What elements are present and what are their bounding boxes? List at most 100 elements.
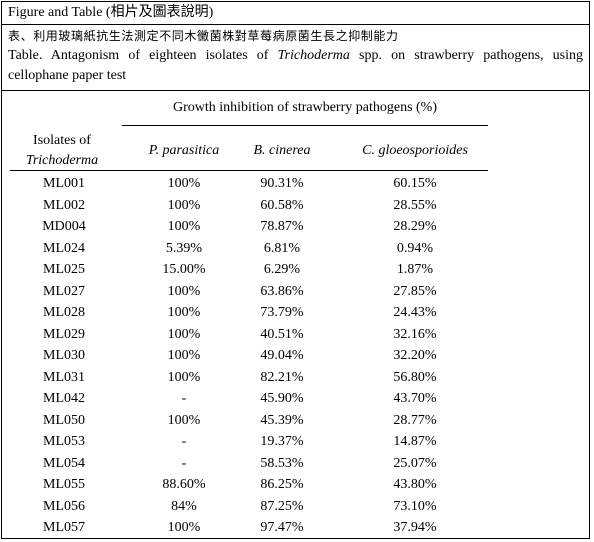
b-cinerea-cell: 6.81% [263,240,301,256]
c-gloeosporioides-cell: 28.77% [393,412,437,428]
column-header-b-cinerea: B. cinerea [253,143,311,158]
table-row: ML027 100% 63.86% 27.85% [2,281,589,303]
isolate-cell: ML001 [43,176,85,191]
c-gloeosporioides-cell: 60.15% [393,176,437,191]
group-header-rule [122,125,488,126]
p-parasitica-cell: 100% [167,326,201,342]
isolate-cell: ML055 [43,477,85,492]
c-gloeosporioides-cell: 37.94% [393,520,437,535]
isolate-cell: ML042 [43,391,85,406]
isolate-cell: ML057 [43,520,85,535]
isolate-header-line1: Isolates of [33,133,91,148]
c-gloeosporioides-cell: 56.80% [393,369,437,385]
c-gloeosporioides-cell: 14.87% [393,434,437,449]
p-parasitica-cell: 5.39% [165,240,203,256]
isolate-cell: ML054 [43,455,85,471]
table-row: ML056 84% 87.25% 73.10% [2,496,589,518]
isolate-cell: ML028 [43,305,85,320]
b-cinerea-cell: 49.04% [260,348,304,363]
b-cinerea-cell: 78.87% [260,219,304,234]
p-parasitica-cell: 100% [167,219,201,234]
c-gloeosporioides-cell: 73.10% [393,498,437,514]
b-cinerea-cell: 40.51% [260,326,304,342]
b-cinerea-cell: 45.39% [260,412,304,428]
c-gloeosporioides-cell: 28.29% [393,219,437,234]
table-row: ML001 100% 90.31% 60.15% [2,173,589,195]
b-cinerea-cell: 97.47% [260,520,304,535]
p-parasitica-cell: 88.60% [162,477,206,492]
table-row: ML028 100% 73.79% 24.43% [2,302,589,324]
c-gloeosporioides-cell: 32.20% [393,348,437,363]
isolate-cell: ML053 [43,434,85,449]
b-cinerea-cell: 90.31% [260,176,304,191]
c-gloeosporioides-cell: 43.80% [393,477,437,492]
p-parasitica-cell: - [181,434,187,449]
caption-chinese: 表、利用玻璃紙抗生法測定不同木黴菌株對草莓病原菌生長之抑制能力 [8,29,399,43]
table-body: ML001 100% 90.31% 60.15% ML002 100% 60.58% 28.5… [2,173,589,539]
b-cinerea-cell: 63.86% [260,283,304,299]
c-gloeosporioides-cell: 24.43% [393,305,437,320]
table-row: ML031 100% 82.21% 56.80% [2,367,589,389]
p-parasitica-cell: 100% [167,176,201,191]
isolate-cell: ML030 [43,348,85,363]
b-cinerea-cell: 87.25% [260,498,304,514]
column-header-p-parasitica: P. parasitica [148,143,220,158]
p-parasitica-cell: 84% [171,498,197,514]
p-parasitica-cell: 100% [167,348,201,363]
isolate-cell: ML031 [43,369,85,385]
b-cinerea-cell: 58.53% [260,455,304,471]
b-cinerea-cell: 73.79% [260,305,304,320]
table-row: ML025 15.00% 6.29% 1.87% [2,259,589,281]
caption-en-suffix: spp. on strawberry pathogens, using cell… [8,48,583,83]
table-row: ML030 100% 49.04% 32.20% [2,345,589,367]
isolate-cell: ML025 [43,262,85,277]
p-parasitica-cell: 100% [167,412,201,428]
p-parasitica-cell: 15.00% [162,262,206,277]
isolate-cell: MD004 [42,219,86,234]
table-caption: 表、利用玻璃紙抗生法測定不同木黴菌株對草莓病原菌生長之抑制能力 Table. A… [2,25,589,91]
table-row: ML055 88.60% 86.25% 43.80% [2,474,589,496]
b-cinerea-cell: 45.90% [260,391,304,406]
b-cinerea-cell: 82.21% [260,369,304,385]
caption-english: Table. Antagonism of eighteen isolates o… [8,46,583,86]
c-gloeosporioides-cell: 25.07% [393,455,437,471]
table-row: ML054 - 58.53% 25.07% [2,453,589,475]
b-cinerea-cell: 60.58% [260,197,304,213]
c-gloeosporioides-cell: 1.87% [396,262,434,277]
p-parasitica-cell: 100% [167,369,201,385]
p-parasitica-cell: - [181,391,187,406]
b-cinerea-cell: 86.25% [260,477,304,492]
column-header-c-gloeosporioides: C. gloeosporioides [362,143,468,158]
isolate-header-line2: Trichoderma [25,153,99,168]
group-header: Growth inhibition of strawberry pathogen… [173,100,437,115]
p-parasitica-cell: 100% [167,283,201,299]
p-parasitica-cell: - [181,455,187,471]
column-header-rule [10,170,488,171]
b-cinerea-cell: 19.37% [260,434,304,449]
table-row: ML053 - 19.37% 14.87% [2,431,589,453]
isolate-cell: ML027 [43,283,85,299]
isolate-cell: ML050 [43,412,85,428]
p-parasitica-cell: 100% [167,305,201,320]
isolate-cell: ML056 [43,498,85,514]
isolate-cell: ML002 [43,197,85,213]
p-parasitica-cell: 100% [167,520,201,535]
table-row: ML050 100% 45.39% 28.77% [2,410,589,432]
isolate-cell: ML024 [43,240,85,256]
c-gloeosporioides-cell: 0.94% [396,240,434,256]
table-row: MD004 100% 78.87% 28.29% [2,216,589,238]
table-row: ML002 100% 60.58% 28.55% [2,195,589,217]
figure-label: Figure and Table (相片及圖表說明) [2,2,589,25]
c-gloeosporioides-cell: 27.85% [393,283,437,299]
table-row: ML029 100% 40.51% 32.16% [2,324,589,346]
p-parasitica-cell: 100% [167,197,201,213]
c-gloeosporioides-cell: 43.70% [393,391,437,406]
c-gloeosporioides-cell: 28.55% [393,197,437,213]
c-gloeosporioides-cell: 32.16% [393,326,437,342]
isolate-column-header: Isolates of Trichoderma [8,131,116,171]
b-cinerea-cell: 6.29% [263,262,301,277]
isolate-cell: ML029 [43,326,85,342]
caption-en-prefix: Table. Antagonism of eighteen isolates o… [8,48,278,63]
caption-en-genus: Trichoderma [277,48,350,63]
